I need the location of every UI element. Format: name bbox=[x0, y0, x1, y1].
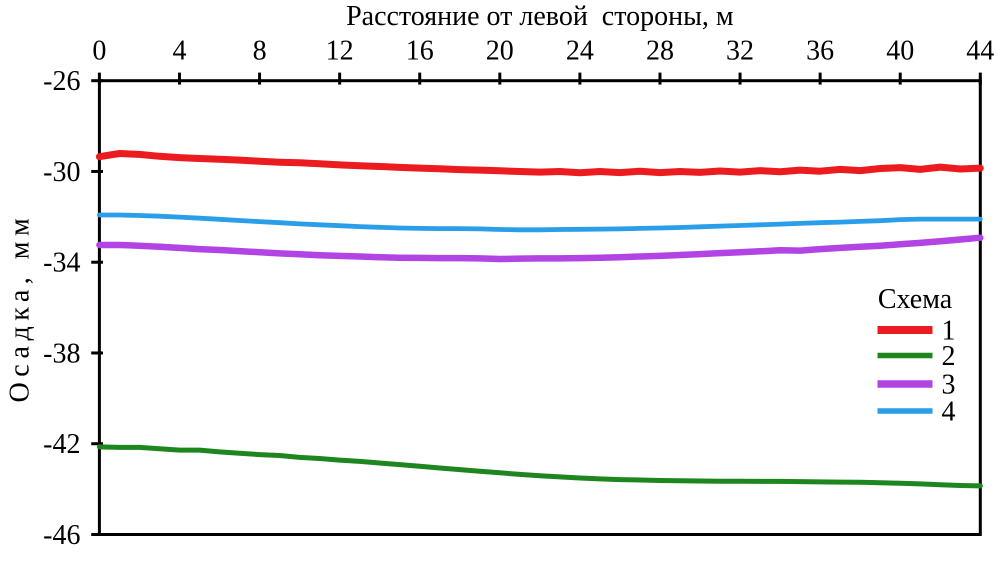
x-tick-label: 32 bbox=[726, 36, 754, 67]
y-axis-ticks bbox=[91, 79, 103, 536]
legend-item-label: 1 bbox=[942, 315, 956, 346]
legend-item-label: 2 bbox=[942, 341, 956, 372]
plot-frame bbox=[97, 79, 982, 536]
legend-item-label: 3 bbox=[942, 369, 956, 400]
x-tick-label: 16 bbox=[406, 36, 434, 67]
x-tick-label: 24 bbox=[566, 36, 594, 67]
y-tick-label: -30 bbox=[43, 157, 80, 188]
y-tick-label: -42 bbox=[43, 429, 80, 460]
y-axis-tick-labels: -26 -30 -34 -38 -42 -46 bbox=[43, 66, 80, 551]
x-axis-ticks bbox=[97, 72, 982, 85]
y-tick-label: -46 bbox=[43, 520, 80, 551]
x-tick-label: 44 bbox=[966, 36, 994, 67]
x-tick-label: 28 bbox=[646, 36, 674, 67]
x-tick-label: 36 bbox=[806, 36, 834, 67]
x-tick-label: 40 bbox=[886, 36, 914, 67]
x-tick-label: 8 bbox=[253, 36, 267, 67]
legend-title: Схема bbox=[878, 284, 953, 315]
data-series-lines bbox=[95, 150, 984, 489]
x-tick-label: 12 bbox=[326, 36, 354, 67]
legend-item-label: 4 bbox=[942, 396, 956, 427]
x-tick-label: 4 bbox=[172, 36, 186, 67]
x-axis-title: Расстояние от левой стороны, м bbox=[346, 1, 734, 32]
y-tick-label: -34 bbox=[43, 248, 80, 279]
series-line-3 bbox=[96, 234, 984, 263]
series-line-1 bbox=[95, 150, 984, 177]
y-tick-label: -26 bbox=[43, 66, 80, 97]
y-tick-label: -38 bbox=[43, 338, 80, 369]
series-line-4 bbox=[97, 212, 983, 233]
x-axis-tick-labels: 0 4 8 12 16 20 24 28 32 36 40 44 bbox=[92, 36, 994, 67]
series-line-2 bbox=[96, 444, 983, 489]
x-tick-label: 0 bbox=[92, 36, 106, 67]
x-tick-label: 20 bbox=[486, 36, 514, 67]
y-axis-title: Осадка, мм bbox=[5, 213, 36, 403]
